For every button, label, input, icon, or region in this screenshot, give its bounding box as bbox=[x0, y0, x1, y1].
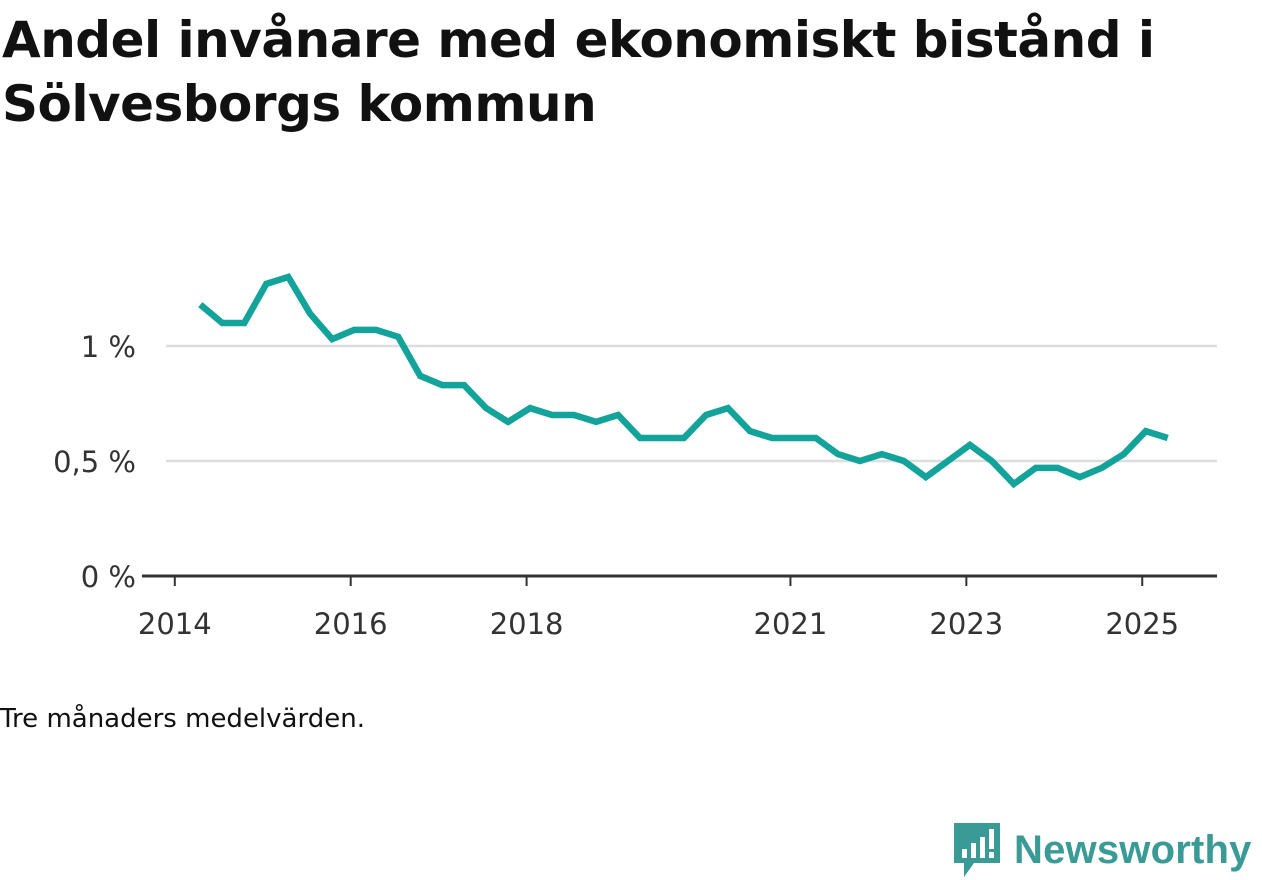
newsworthy-bar-chart-icon bbox=[954, 823, 1000, 877]
y-tick-label: 0,5 % bbox=[53, 445, 136, 479]
chart-note: Tre månaders medelvärden. bbox=[0, 704, 365, 734]
y-axis-tick-labels: 0 % 0,5 % 1 % bbox=[53, 330, 136, 594]
y-tick-label: 1 % bbox=[81, 330, 136, 364]
gridlines bbox=[166, 344, 1217, 463]
brand-name: Newsworthy bbox=[1014, 827, 1252, 872]
series-line bbox=[198, 273, 1169, 489]
x-axis-ticks: 2014 2016 2018 2021 2023 2025 bbox=[138, 576, 1179, 641]
x-tick-label: 2014 bbox=[138, 607, 212, 641]
x-tick-label: 2025 bbox=[1105, 607, 1179, 641]
newsworthy-logo: Newsworthy bbox=[952, 820, 1252, 880]
chart-title: Andel invånare med ekonomiskt bistånd i … bbox=[2, 11, 1155, 133]
x-tick-label: 2018 bbox=[490, 607, 564, 641]
x-tick-label: 2021 bbox=[754, 607, 828, 641]
line-chart: 0 % 0,5 % 1 % 2014 2016 2018 2021 2023 2025 bbox=[53, 273, 1217, 641]
y-tick-label: 0 % bbox=[81, 560, 136, 594]
x-tick-label: 2023 bbox=[929, 607, 1003, 641]
x-tick-label: 2016 bbox=[314, 607, 388, 641]
